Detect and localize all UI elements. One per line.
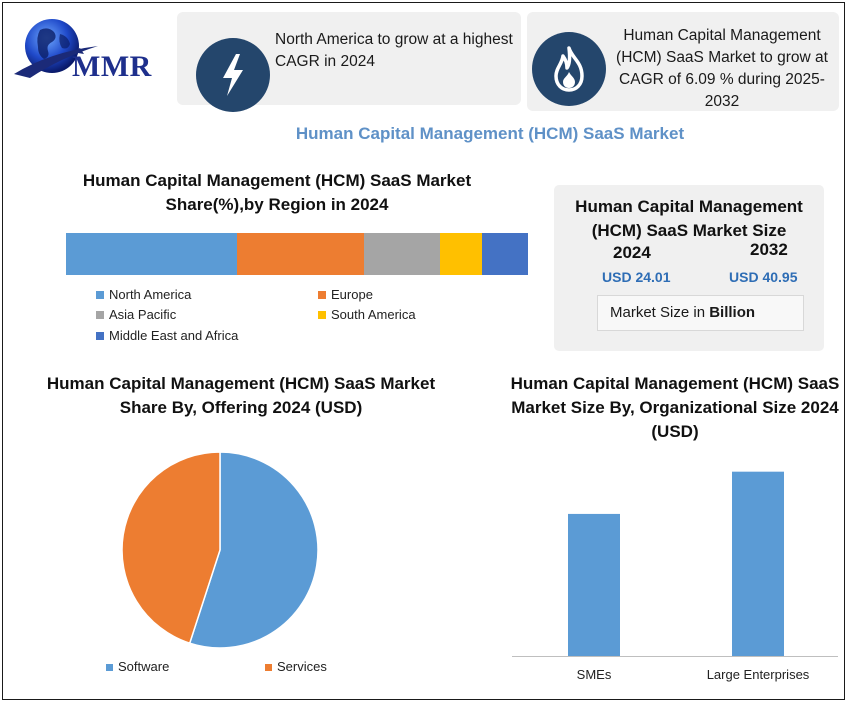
segment-south-america [440,233,482,275]
logo-text: MMR [72,50,152,83]
x-tick-label: Large Enterprises [706,667,810,682]
bar-large-enterprises [732,471,784,656]
legend-swatch [96,311,104,319]
offering-pie-chart [121,451,319,649]
page-title: Human Capital Management (HCM) SaaS Mark… [295,124,685,143]
pie-slice-services [121,451,221,645]
segment-north-america [66,233,237,275]
segment-asia-pacific [363,233,441,275]
region-stacked-bar [66,233,528,275]
legend-software: Software [106,659,169,674]
market-size-box: Human Capital Management (HCM) SaaS Mark… [554,185,824,351]
legend-services: Services [265,659,327,674]
legend-south-america: South America [318,307,416,322]
mmr-logo: MMR [10,12,152,87]
lightning-bolt-icon [196,38,270,112]
region-chart-title: Human Capital Management (HCM) SaaS Mark… [82,171,472,214]
info-card-text: Human Capital Management (HCM) SaaS Mark… [616,27,828,110]
value-2032: USD 40.95 [729,269,798,285]
x-tick-label: SMEs [576,667,612,682]
legend-europe: Europe [318,287,373,302]
legend-swatch [318,291,326,299]
info-card-cagr-region: North America to grow at a highest CAGR … [177,12,521,112]
legend-north-america: North America [96,287,191,302]
segment-middle-east-africa [481,233,528,275]
globe-icon [14,19,98,78]
legend-swatch [265,664,272,671]
legend-middle-east-africa: Middle East and Africa [96,328,238,343]
legend-swatch [96,332,104,340]
year-2032: 2032 [750,240,788,259]
year-2024: 2024 [613,243,651,262]
unit-label: Market Size in Billion [597,295,804,331]
org-size-chart-title: Human Capital Management (HCM) SaaS Mark… [510,374,840,441]
info-card-cagr-market: Human Capital Management (HCM) SaaS Mark… [527,12,839,111]
info-card-text: North America to grow at a highest CAGR … [275,31,513,70]
segment-europe [236,233,364,275]
legend-swatch [96,291,104,299]
market-size-title: Human Capital Management (HCM) SaaS Mark… [575,197,803,240]
bar-smes [568,513,620,656]
pie-slice-software [188,451,319,649]
value-2024: USD 24.01 [602,269,671,285]
legend-swatch [318,311,326,319]
flame-icon [532,32,606,106]
offering-chart-title: Human Capital Management (HCM) SaaS Mark… [46,374,436,417]
legend-swatch [106,664,113,671]
legend-asia-pacific: Asia Pacific [96,307,176,322]
org-size-bar-chart [512,471,838,657]
